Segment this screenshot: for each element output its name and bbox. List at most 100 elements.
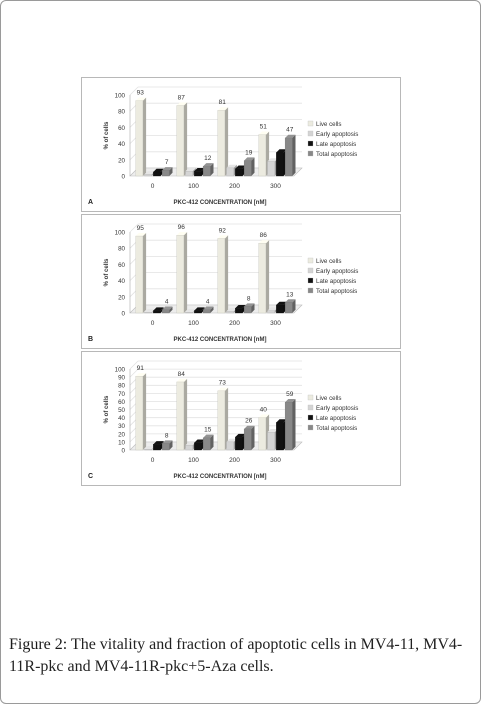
y-tick-label: 0 <box>122 174 126 181</box>
bar-top <box>203 163 214 167</box>
y-tick-label: 60 <box>118 399 125 406</box>
bar <box>135 376 144 451</box>
bar-side <box>251 303 255 313</box>
legend-swatch <box>307 414 314 421</box>
bar-top <box>217 235 229 239</box>
data-label: 84 <box>178 371 186 378</box>
gridline-side <box>129 360 139 370</box>
bar-top <box>285 134 296 138</box>
data-label: 92 <box>219 227 227 234</box>
bar-side <box>142 373 147 450</box>
bar-side <box>292 134 296 176</box>
bar-top <box>135 97 147 101</box>
bar <box>135 100 144 177</box>
data-label: 15 <box>204 427 212 434</box>
y-tick-label: 100 <box>115 93 126 100</box>
bar-side <box>142 232 147 313</box>
bar <box>243 160 252 177</box>
bar <box>235 168 243 177</box>
bar-side <box>210 163 214 176</box>
legend-label: Early apoptosis <box>316 131 358 138</box>
figure-caption: Figure 2: The vitality and fraction of a… <box>9 634 477 678</box>
bar <box>194 442 202 451</box>
bar-side <box>210 434 214 450</box>
bar <box>284 137 293 177</box>
x-tick-label: 100 <box>188 457 199 464</box>
bar <box>243 306 252 314</box>
bar <box>235 307 243 314</box>
data-label: 86 <box>260 232 268 239</box>
bar-top <box>276 419 287 423</box>
bar <box>276 152 284 177</box>
data-label: 93 <box>137 89 145 96</box>
data-label: 59 <box>286 391 294 398</box>
bar <box>226 441 234 451</box>
legend-swatch <box>307 277 314 284</box>
bar-top <box>135 373 147 377</box>
gridline-side <box>129 86 139 96</box>
y-tick-label: 10 <box>118 439 125 446</box>
panel-label: C <box>88 473 93 480</box>
bar-side <box>169 440 173 450</box>
x-tick-label: 300 <box>270 183 281 190</box>
bar-top <box>162 306 173 310</box>
y-tick-label: 100 <box>115 367 126 374</box>
bar-top <box>176 232 188 236</box>
bar <box>217 110 226 177</box>
legend-label: Total apoptosis <box>316 425 357 432</box>
legend-swatch <box>307 257 314 264</box>
bar <box>144 174 152 177</box>
x-tick-label: 0 <box>151 183 155 190</box>
panel-label: A <box>88 199 93 206</box>
bar-top <box>276 301 287 305</box>
data-label: 13 <box>286 291 294 298</box>
bar <box>258 243 267 314</box>
gridline-side <box>129 368 139 378</box>
chart-panel-b: 0 20 40 60 80 100% of cells 95 4 0 96 4 100 92 8 200 86… <box>81 214 401 349</box>
bar-side <box>183 378 188 450</box>
panel-label: B <box>88 336 93 343</box>
bar <box>144 449 152 451</box>
data-label: 47 <box>286 127 294 134</box>
bar-top <box>217 107 229 111</box>
bar <box>194 310 202 314</box>
legend-label: Total apoptosis <box>316 288 357 295</box>
bar-top <box>162 440 173 444</box>
bar-side <box>183 102 188 176</box>
data-label: 4 <box>206 299 210 306</box>
bar-top <box>244 157 255 161</box>
x-axis-label: PKC-412 CONCENTRATION [nM] <box>174 337 267 343</box>
bar-top <box>144 445 155 450</box>
x-tick-label: 300 <box>270 320 281 327</box>
bar-top <box>285 299 296 303</box>
legend-label: Live cells <box>316 258 341 265</box>
bar-top <box>185 167 196 172</box>
bar-top <box>203 306 214 310</box>
x-tick-label: 200 <box>229 183 240 190</box>
bar-top <box>226 438 237 442</box>
x-tick-label: 0 <box>151 320 155 327</box>
y-tick-label: 60 <box>118 262 125 269</box>
bar-top <box>185 441 196 446</box>
data-label: 95 <box>137 225 145 232</box>
bar-top <box>258 240 270 244</box>
y-tick-label: 80 <box>118 383 125 390</box>
bar <box>258 134 267 177</box>
bar-top <box>235 304 246 309</box>
bar-top <box>235 433 246 438</box>
bar <box>276 422 284 451</box>
y-tick-label: 20 <box>118 157 125 164</box>
bar <box>284 302 293 314</box>
bar-top <box>226 164 237 168</box>
data-label: 40 <box>260 406 268 413</box>
bar <box>153 444 161 451</box>
bar-top <box>135 232 147 237</box>
y-tick-label: 20 <box>118 294 125 301</box>
data-label: 81 <box>219 99 227 106</box>
bar <box>217 390 226 451</box>
y-tick-label: 30 <box>118 423 125 430</box>
bar <box>267 432 275 451</box>
y-axis-label: % of cells <box>104 395 110 423</box>
bar <box>202 309 211 314</box>
